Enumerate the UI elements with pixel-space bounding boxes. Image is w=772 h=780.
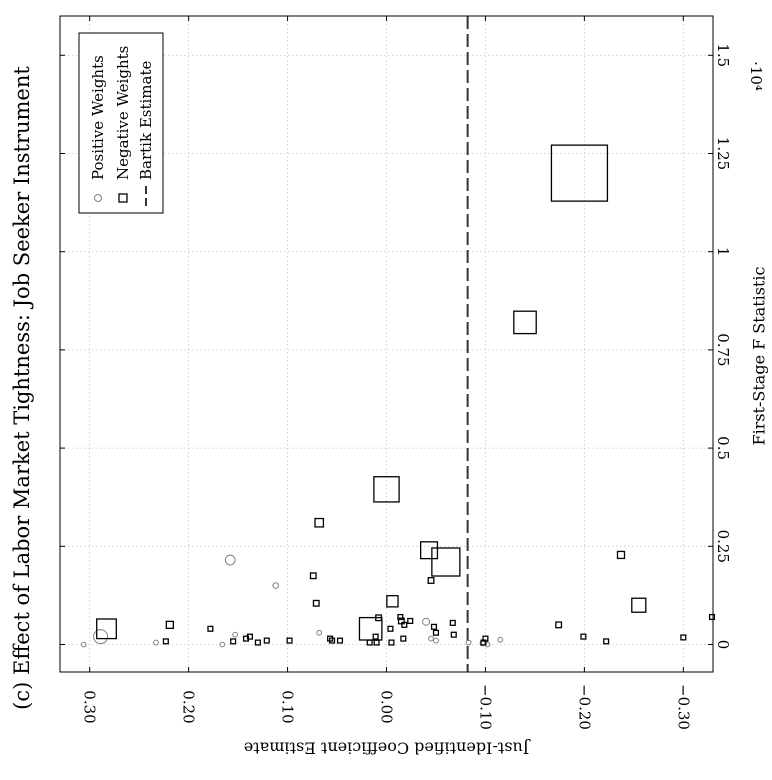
negative-weight-point: [373, 476, 400, 503]
y-axis-label: Just-Identified Coefficient Estimate: [244, 739, 531, 758]
chart-title: (c) Effect of Labor Market Tightness: Jo…: [10, 66, 34, 710]
x-tick-label: 1.5: [714, 43, 732, 67]
negative-weight-point: [375, 614, 383, 622]
negative-weight-point: [550, 144, 609, 202]
positive-weight-point: [224, 554, 236, 566]
positive-weight-point: [422, 617, 431, 626]
ticks: 0 0.25 0.5 0.75 1 1.25 1.5 0.30 0.20 0.10 0.00 −0.1…: [60, 16, 732, 730]
positive-weight-point: [93, 629, 109, 645]
negative-weight-point: [580, 633, 587, 640]
x-tick-label: 1.25: [714, 137, 732, 170]
negative-weight-point: [419, 541, 439, 560]
y-tick-label: −0.20: [575, 684, 593, 730]
negative-weight-point: [616, 550, 626, 560]
negative-weight-point: [480, 639, 487, 646]
negative-weight-point: [631, 597, 647, 613]
y-tick-label: −0.10: [476, 684, 494, 730]
negative-weight-point: [372, 633, 379, 640]
negative-weight-point: [312, 599, 320, 607]
legend-label-0: Positive Weights: [89, 55, 107, 180]
positive-weight-point: [497, 636, 504, 643]
x-tick-label: 0: [714, 640, 732, 650]
negative-weight-point: [286, 637, 293, 644]
negative-weight-point: [230, 638, 237, 645]
negative-weight-point: [336, 637, 344, 644]
y-tick-label: 0.20: [180, 690, 198, 723]
negative-weight-point: [366, 639, 373, 646]
positive-weight-point: [232, 631, 239, 638]
negative-weight-point: [254, 639, 261, 646]
x-tick-label: 0.25: [714, 530, 732, 563]
negative-weight-point: [555, 621, 563, 629]
negative-weight-point: [96, 618, 117, 640]
grid: [60, 16, 713, 672]
legend: Positive Weights Negative Weights Bartik E…: [78, 32, 164, 214]
negative-weight-point: [387, 625, 394, 632]
positive-weight-point: [219, 641, 226, 648]
y-tick-label: −0.30: [674, 684, 692, 730]
negative-weight-point: [513, 310, 537, 335]
legend-marker-negative: [118, 193, 128, 203]
negative-weight-point: [401, 621, 408, 628]
negative-weight-point: [263, 637, 270, 644]
y-tick-label: 0.10: [279, 690, 297, 723]
negative-weight-point: [427, 577, 435, 584]
negative-weight-point: [386, 595, 399, 608]
y-tick-label: 0.00: [378, 690, 396, 723]
y-tick-label: 0.30: [81, 690, 99, 723]
legend-box: [78, 32, 164, 214]
positive-weight-point: [153, 639, 159, 646]
negative-weight-point: [450, 631, 457, 638]
negative-weight-point: [207, 625, 214, 632]
points: [80, 144, 716, 648]
legend-label-1: Negative Weights: [114, 46, 132, 180]
negative-weight-point: [165, 620, 174, 630]
negative-weight-point: [432, 629, 440, 636]
x-tick-label: 0.5: [714, 436, 732, 460]
negative-weight-point: [430, 623, 438, 630]
negative-weight-point: [329, 637, 336, 644]
negative-weight-point: [407, 617, 414, 624]
x-tick-label: 1: [714, 247, 732, 257]
negative-weight-point: [388, 639, 395, 646]
negative-weight-point: [431, 547, 461, 577]
positive-weight-point: [80, 641, 87, 648]
legend-marker-positive: [94, 194, 102, 202]
x-axis-label: First-Stage F Statistic: [750, 266, 769, 445]
negative-weight-point: [314, 517, 325, 528]
negative-weight-point: [708, 613, 716, 621]
positive-weight-point: [465, 639, 472, 646]
negative-weight-point: [400, 635, 407, 642]
negative-weight-point: [397, 613, 404, 621]
negative-weight-point: [309, 572, 317, 580]
x-tick-label: 0.75: [714, 333, 732, 366]
negative-weight-point: [373, 639, 380, 646]
positive-weight-point: [428, 635, 434, 642]
positive-weight-point: [433, 637, 439, 644]
negative-weight-point: [242, 635, 250, 642]
x-exponent-label: ·10⁴: [747, 61, 765, 91]
positive-weight-point: [272, 582, 279, 589]
negative-weight-point: [449, 619, 456, 626]
positive-weight-point: [316, 629, 323, 636]
legend-label-2: Bartik Estimate: [137, 61, 155, 180]
negative-weight-point: [162, 638, 169, 645]
negative-weight-point: [680, 634, 687, 641]
negative-weight-point: [603, 638, 610, 645]
